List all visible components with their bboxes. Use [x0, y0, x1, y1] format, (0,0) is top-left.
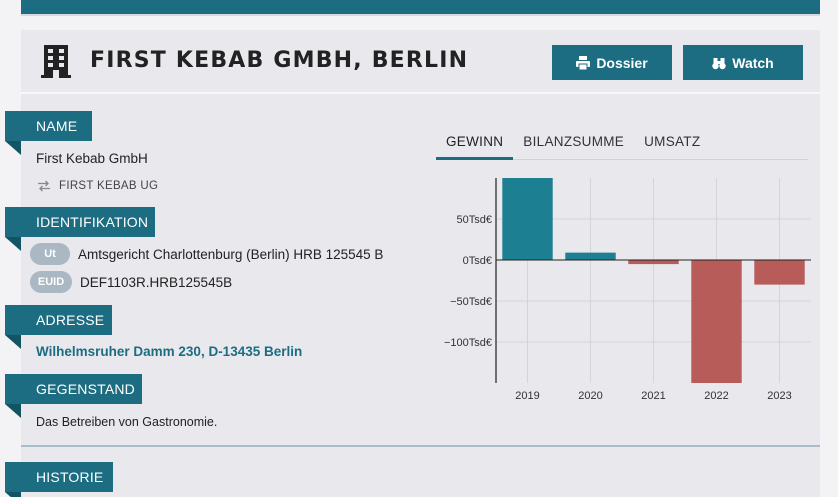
watch-label: Watch [732, 54, 774, 71]
chart-tabs: GEWINN BILANZSUMME UMSATZ [436, 132, 808, 160]
x-tick-label: 2019 [515, 390, 539, 402]
top-bar [21, 0, 820, 14]
company-name: First Kebab GmbH [36, 151, 148, 166]
company-header: FIRST KEBAB GMBH, BERLIN Dossier Watch [21, 30, 820, 94]
euid-row: EUID DEF1103R.HRB125545B [30, 271, 232, 293]
y-tick-label: −100Tsd€ [444, 337, 492, 349]
top-bar-shadow [21, 14, 820, 16]
x-tick-label: 2021 [641, 390, 665, 402]
binoculars-icon [712, 57, 726, 69]
building-icon [41, 45, 71, 78]
y-tick-label: 0Tsd€ [463, 255, 492, 267]
register-value: Amtsgericht Charlottenburg (Berlin) HRB … [78, 246, 384, 262]
bar-2022[interactable] [691, 260, 742, 383]
page-title: FIRST KEBAB GMBH, BERLIN [90, 48, 469, 73]
section-name-label: NAME [5, 111, 92, 155]
profit-chart: 50Tsd€ 0Tsd€ −50Tsd€ −100Tsd€ 2019 2020 2021 20… [444, 178, 811, 402]
watch-button[interactable]: Watch [683, 45, 803, 80]
tab-umsatz[interactable]: UMSATZ [644, 134, 701, 149]
x-tick-label: 2023 [767, 390, 791, 402]
y-tick-label: −50Tsd€ [450, 296, 492, 308]
section-historie-label: HISTORIE [5, 462, 113, 497]
euid-value: DEF1103R.HRB125545B [80, 274, 233, 290]
x-tick-label: 2020 [578, 390, 602, 402]
section-identifikation-label: IDENTIFIKATION [5, 207, 155, 251]
company-card: FIRST KEBAB GMBH, BERLIN Dossier Watch N… [5, 30, 820, 497]
register-badge: Ut [30, 243, 70, 265]
address-link[interactable]: Wilhelmsruher Damm 230, D-13435 Berlin [36, 344, 303, 359]
dossier-label: Dossier [596, 54, 648, 71]
y-tick-label: 50Tsd€ [457, 214, 492, 226]
printer-icon [576, 55, 591, 70]
former-name-text: FIRST KEBAB UG [59, 180, 159, 192]
register-row: Ut Amtsgericht Charlottenburg (Berlin) H… [30, 243, 383, 265]
tab-gewinn[interactable]: GEWINN [436, 132, 514, 160]
dossier-button[interactable]: Dossier [552, 45, 672, 80]
purpose-text: Das Betreiben von Gastronomie. [36, 415, 218, 429]
former-name: FIRST KEBAB UG [37, 180, 158, 192]
euid-badge: EUID [30, 271, 72, 293]
bar-2023[interactable] [754, 260, 805, 285]
bar-2021[interactable] [628, 260, 679, 265]
bar-2020[interactable] [565, 252, 616, 260]
tab-bilanzsumme[interactable]: BILANZSUMME [523, 134, 625, 149]
section-gegenstand-label: GEGENSTAND [5, 374, 142, 418]
section-adresse-label: ADRESSE [5, 305, 112, 349]
swap-icon [38, 180, 50, 192]
section-divider [21, 445, 820, 447]
bar-2019[interactable] [502, 178, 553, 260]
x-tick-label: 2022 [704, 390, 728, 402]
